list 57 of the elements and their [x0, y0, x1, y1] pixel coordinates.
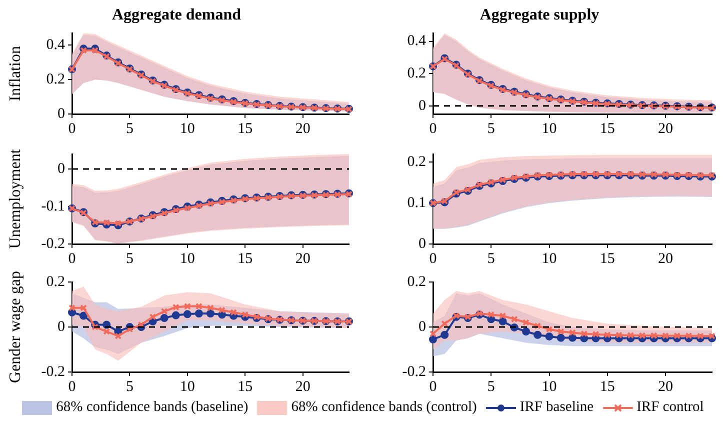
y-tick-label: 0.2	[46, 274, 65, 290]
legend-label: IRF baseline	[520, 399, 594, 416]
y-tick-label: -0.2	[41, 364, 65, 380]
x-tick-label: 5	[487, 250, 495, 267]
x-tick-label: 10	[180, 250, 195, 267]
x-tick-label: 15	[238, 250, 253, 267]
x-tick-label: 15	[600, 120, 615, 137]
y-tick-label: 0.2	[407, 66, 426, 82]
x-tick-label: 0	[68, 250, 76, 267]
x-tick-label: 20	[295, 250, 310, 267]
y-tick-label: 0	[418, 236, 426, 252]
y-tick-label: -0.2	[402, 364, 426, 380]
y-tick-label: 0.4	[46, 37, 66, 54]
x-tick-label: 0	[68, 378, 76, 395]
x-tick-label: 20	[295, 120, 310, 137]
chart-title: Aggregate demand	[112, 6, 242, 24]
x-tick-label: 0	[429, 250, 437, 267]
y-tick-label: -0.1	[41, 198, 65, 214]
y-tick-label: 0	[418, 98, 426, 114]
x-tick-label: 10	[542, 250, 557, 267]
x-tick-label: 15	[238, 378, 253, 395]
x-tick-label: 0	[68, 120, 76, 137]
y-tick-label: -0.2	[41, 236, 65, 252]
y-axis-title: Gender wage gap	[6, 271, 24, 383]
x-tick-label: 5	[126, 378, 134, 395]
y-tick-label: 0	[58, 318, 65, 335]
legend-label: 68% confidence bands (baseline)	[56, 399, 248, 416]
x-tick-label: 20	[658, 378, 673, 395]
y-axis-title: Unemployment	[6, 148, 24, 249]
y-tick-label: 0.2	[407, 274, 426, 290]
y-axis-title: Inflation	[6, 46, 24, 102]
x-tick-label: 10	[542, 378, 557, 395]
legend-label: 68% confidence bands (control)	[291, 399, 477, 416]
x-tick-label: 0	[429, 120, 437, 137]
x-tick-label: 5	[487, 378, 495, 395]
y-tick-label: 0	[418, 318, 426, 335]
legend-label: IRF control	[636, 399, 704, 416]
x-tick-label: 5	[487, 120, 495, 137]
y-tick-label: 0	[58, 106, 65, 122]
x-tick-label: 15	[600, 378, 615, 395]
x-tick-label: 5	[126, 250, 134, 267]
y-tick-label: 0.4	[407, 33, 426, 50]
x-tick-label: 5	[126, 120, 134, 137]
chart-title: Aggregate supply	[480, 6, 600, 24]
y-tick-label: 0.2	[407, 154, 426, 170]
x-tick-label: 15	[600, 250, 615, 267]
x-tick-label: 0	[429, 378, 437, 395]
x-tick-label: 20	[295, 378, 310, 395]
x-tick-label: 20	[658, 120, 673, 137]
x-tick-label: 10	[180, 378, 195, 395]
x-tick-label: 10	[542, 120, 557, 137]
x-tick-label: 15	[238, 120, 253, 137]
y-tick-label: 0.1	[407, 195, 426, 212]
y-tick-label: 0	[58, 160, 65, 177]
x-tick-label: 20	[658, 250, 673, 267]
y-tick-label: 0.2	[46, 72, 65, 88]
x-tick-label: 10	[180, 120, 195, 137]
